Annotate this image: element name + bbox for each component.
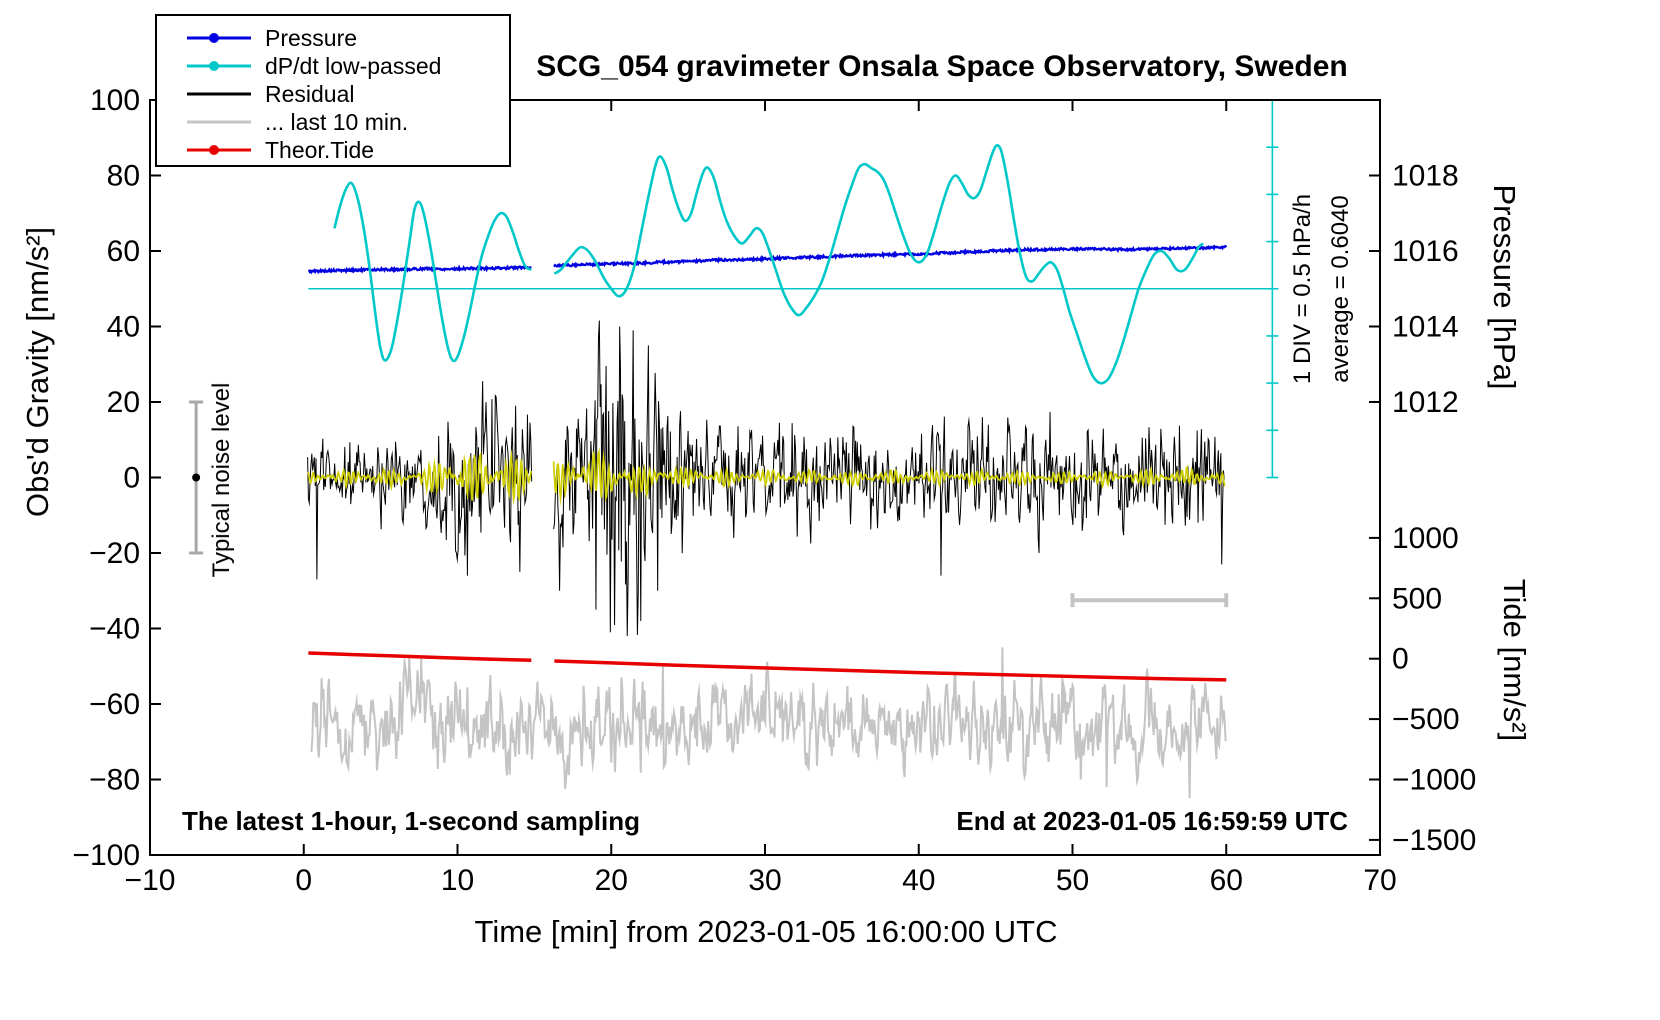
- legend-label: Pressure: [265, 24, 358, 51]
- sampling-footnote: The latest 1-hour, 1-second sampling: [182, 806, 640, 836]
- noise-level-note: Typical noise level: [208, 382, 235, 578]
- div-scale-note: 1 DIV = 0.5 hPa/h: [1289, 193, 1316, 385]
- x-axis-label: Time [min] from 2023-01-05 16:00:00 UTC: [474, 914, 1058, 949]
- y2-axis-label-tide: Tide [nm/s²]: [1497, 578, 1532, 742]
- legend-sample-line: [157, 80, 265, 108]
- legend-sample-line: [157, 24, 265, 52]
- legend-item: Pressure: [157, 24, 509, 52]
- legend-sample-line: [157, 108, 265, 136]
- legend-label: dP/dt low-passed: [265, 52, 442, 79]
- legend-item: Residual: [157, 80, 509, 108]
- legend-sample-line: [157, 52, 265, 80]
- legend-label: Theor.Tide: [265, 136, 375, 163]
- y-axis-label-gravity: Obs'd Gravity [nm/s²]: [20, 226, 55, 518]
- chart-title: SCG_054 gravimeter Onsala Space Observat…: [536, 50, 1348, 83]
- legend-label: Residual: [265, 80, 355, 107]
- legend-item: ... last 10 min.: [157, 108, 509, 136]
- legend-label: ... last 10 min.: [265, 108, 409, 135]
- legend-sample-line: [157, 136, 265, 164]
- average-note: average = 0.6040: [1327, 195, 1354, 383]
- legend: Pressure dP/dt low-passed Residual... last…: [155, 14, 511, 167]
- y2-axis-label-pressure: Pressure [hPa]: [1487, 184, 1522, 390]
- legend-item: Theor.Tide: [157, 136, 509, 164]
- end-time-footnote: End at 2023-01-05 16:59:59 UTC: [956, 806, 1348, 836]
- legend-item: dP/dt low-passed: [157, 52, 509, 80]
